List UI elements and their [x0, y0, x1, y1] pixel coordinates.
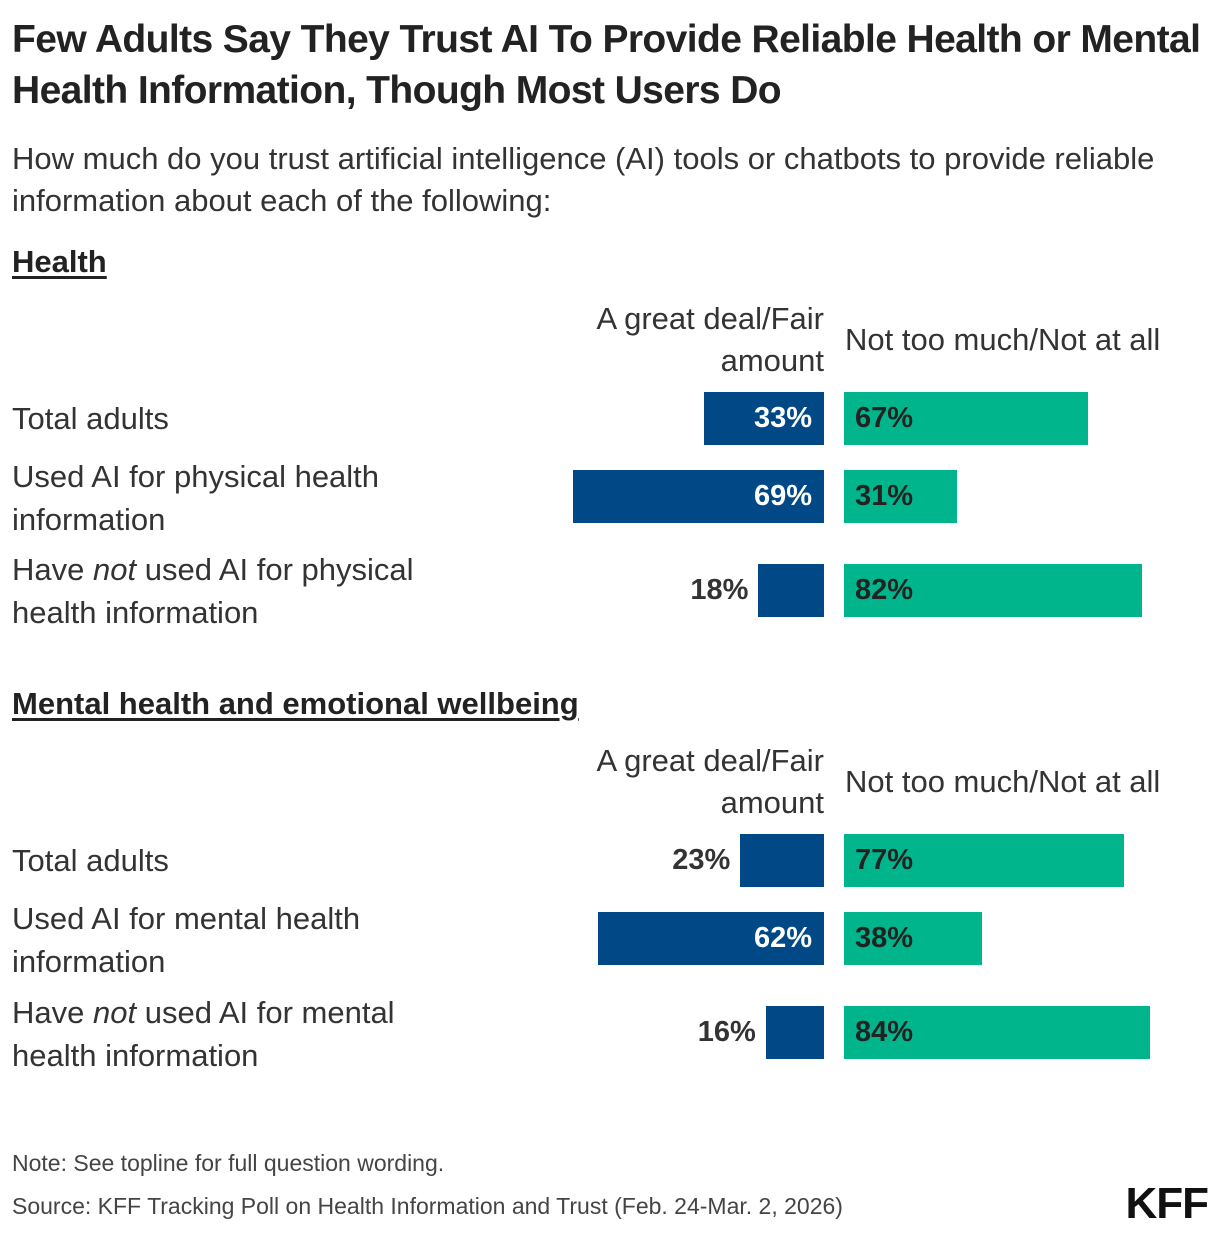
- bar-trust: [572, 470, 824, 523]
- data-label-trust: 23%: [672, 844, 731, 876]
- bar-trust: [765, 1006, 824, 1059]
- chart-title: Few Adults Say They Trust AI To Provide …: [12, 18, 1201, 112]
- data-label-trust: 33%: [753, 402, 812, 434]
- bar-distrust: [844, 1006, 1150, 1059]
- bar-trust: [703, 392, 824, 445]
- data-label-distrust: 31%: [855, 480, 914, 512]
- section-heading: Health: [12, 244, 107, 279]
- data-label-trust: 69%: [753, 480, 812, 512]
- note-text: Note: See topline for full question word…: [12, 1150, 445, 1176]
- bar-trust: [740, 834, 824, 887]
- data-label-trust: 62%: [753, 922, 812, 954]
- bar-trust: [758, 564, 824, 617]
- bar-trust: [598, 912, 824, 965]
- data-label-distrust: 84%: [855, 1016, 914, 1048]
- row-label: Have not used AI for mental health infor…: [12, 995, 395, 1073]
- row-label: Used AI for physical health information: [12, 459, 380, 537]
- data-label-distrust: 38%: [855, 922, 914, 954]
- kff-logo: KFF: [1125, 1179, 1209, 1228]
- bar-distrust: [844, 392, 1088, 445]
- data-label-trust: 16%: [697, 1016, 756, 1048]
- data-label-distrust: 82%: [855, 574, 914, 606]
- column-header-trust: A great deal/Fair amount: [596, 743, 824, 820]
- source-text: Source: KFF Tracking Poll on Health Info…: [12, 1193, 843, 1219]
- column-header-distrust: Not too much/Not at all: [845, 764, 1161, 799]
- data-label-trust: 18%: [690, 574, 749, 606]
- row-label: Total adults: [12, 843, 169, 878]
- data-label-distrust: 77%: [855, 844, 914, 876]
- column-header-trust: A great deal/Fair amount: [596, 301, 824, 378]
- row-label: Used AI for mental health information: [12, 901, 361, 979]
- bar-distrust: [844, 912, 983, 965]
- bar-distrust: [844, 564, 1143, 617]
- column-header-distrust: Not too much/Not at all: [845, 322, 1161, 357]
- bar-distrust: [844, 470, 957, 523]
- row-label: Total adults: [12, 401, 169, 436]
- bar-distrust: [844, 834, 1125, 887]
- chart-subtitle: How much do you trust artificial intelli…: [12, 141, 1155, 218]
- section-heading: Mental health and emotional wellbeing: [12, 686, 579, 721]
- row-label: Have not used AI for physical health inf…: [12, 552, 414, 630]
- data-label-distrust: 67%: [855, 402, 914, 434]
